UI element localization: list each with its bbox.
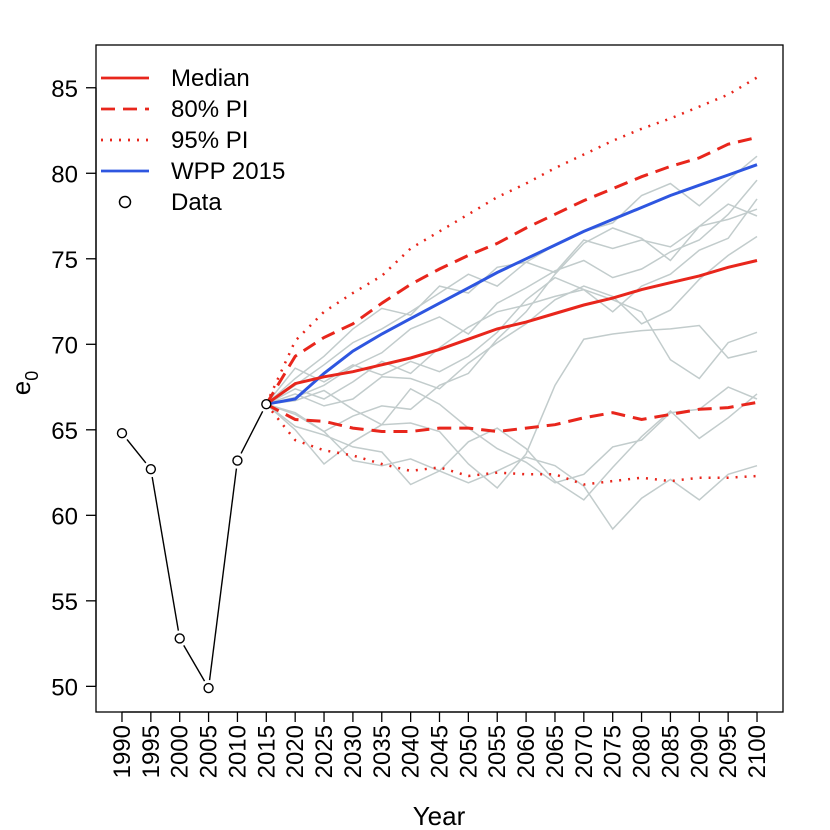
- y-axis: 50 55 60 65 70 75 80 85: [51, 76, 97, 701]
- y-tick-label-80: 80: [51, 161, 78, 188]
- y-axis-title-subscript: 0: [22, 371, 42, 381]
- 80-pi-upper-line: [265, 135, 758, 405]
- observed-data: [116, 398, 272, 694]
- trajectories: [265, 155, 758, 531]
- median-line: [265, 259, 758, 406]
- 80-pi-lower-line: [265, 400, 758, 434]
- x-tick-label-2075: 2075: [600, 725, 627, 778]
- trajectory-line-10: [266, 324, 758, 490]
- trajectory-line-2: [266, 208, 758, 433]
- legend-label-95-pi: 95% PI: [171, 127, 248, 154]
- x-axis-title: Year: [413, 801, 466, 830]
- legend-label-80-pi: 80% PI: [171, 96, 248, 123]
- wpp-series: [266, 163, 758, 406]
- y-tick-label-55: 55: [51, 589, 78, 616]
- data-connector: [183, 645, 206, 682]
- y-tick-label-60: 60: [51, 503, 78, 530]
- legend-label-data: Data: [171, 189, 222, 216]
- x-tick-label-2065: 2065: [542, 725, 569, 778]
- trajectory-line-5: [266, 235, 758, 407]
- prediction-intervals: [265, 76, 758, 486]
- x-tick-label-2060: 2060: [513, 725, 540, 778]
- x-tick-label-2095: 2095: [715, 725, 742, 778]
- data-connector: [240, 410, 264, 454]
- wpp-2015-line: [266, 163, 758, 406]
- y-tick-label-85: 85: [51, 76, 78, 103]
- x-tick-label-1990: 1990: [109, 725, 136, 778]
- x-tick-label-2090: 2090: [686, 725, 713, 778]
- x-tick-label-2025: 2025: [311, 725, 338, 778]
- trajectory-line-9: [265, 386, 758, 484]
- x-tick-label-2005: 2005: [196, 725, 223, 778]
- 95-pi-lower-line: [265, 403, 758, 486]
- trajectory-line-1: [265, 155, 758, 405]
- x-tick-label-2000: 2000: [167, 725, 194, 778]
- x-tick-label-2100: 2100: [744, 725, 771, 778]
- legend-label-wpp-2015: WPP 2015: [171, 158, 285, 185]
- data-point-2015: [261, 398, 272, 410]
- x-tick-label-2045: 2045: [427, 725, 454, 778]
- x-tick-label-2040: 2040: [398, 725, 425, 778]
- x-tick-label-2050: 2050: [455, 725, 482, 778]
- y-tick-label-65: 65: [51, 418, 78, 445]
- y-axis-title-main: e: [6, 381, 36, 395]
- trajectory-line-4: [266, 179, 758, 405]
- data-point-2000: [174, 633, 185, 644]
- x-tick-label-2035: 2035: [369, 725, 396, 778]
- y-tick-label-75: 75: [51, 247, 78, 274]
- x-tick-label-2010: 2010: [224, 725, 251, 778]
- legend-swatch-data: [118, 195, 132, 209]
- x-tick-label-2055: 2055: [484, 725, 511, 778]
- trajectory-line-6: [265, 276, 758, 405]
- y-tick-label-70: 70: [51, 332, 78, 359]
- data-connector: [126, 439, 147, 464]
- y-tick-label-50: 50: [51, 674, 78, 701]
- x-tick-label-2070: 2070: [571, 725, 598, 778]
- data-connector: [151, 476, 180, 631]
- trajectory-line-11: [265, 198, 758, 405]
- data-point-2005: [203, 682, 214, 694]
- data-connector: [208, 468, 238, 681]
- trajectory-line-8: [266, 403, 758, 531]
- data-point-1995: [145, 463, 157, 475]
- 95-pi-upper-line: [265, 76, 758, 405]
- y-axis-title: e0: [6, 371, 42, 395]
- x-tick-label-2030: 2030: [340, 725, 367, 778]
- data-point-1990: [116, 428, 128, 439]
- legend-label-median: Median: [171, 65, 250, 92]
- median-series: [265, 259, 758, 406]
- x-tick-label-2020: 2020: [282, 725, 309, 778]
- legend: Median 80% PI 95% PI WPP 2015 Data: [101, 65, 285, 216]
- x-tick-label-2015: 2015: [253, 725, 280, 778]
- x-tick-label-2080: 2080: [629, 725, 656, 778]
- x-tick-label-1995: 1995: [138, 725, 165, 778]
- x-tick-label-2085: 2085: [657, 725, 684, 778]
- x-axis: 1990 1995 2000 2005 2010 2015 2020 2025 2030 2035…: [109, 711, 771, 778]
- data-point-2010: [232, 455, 243, 466]
